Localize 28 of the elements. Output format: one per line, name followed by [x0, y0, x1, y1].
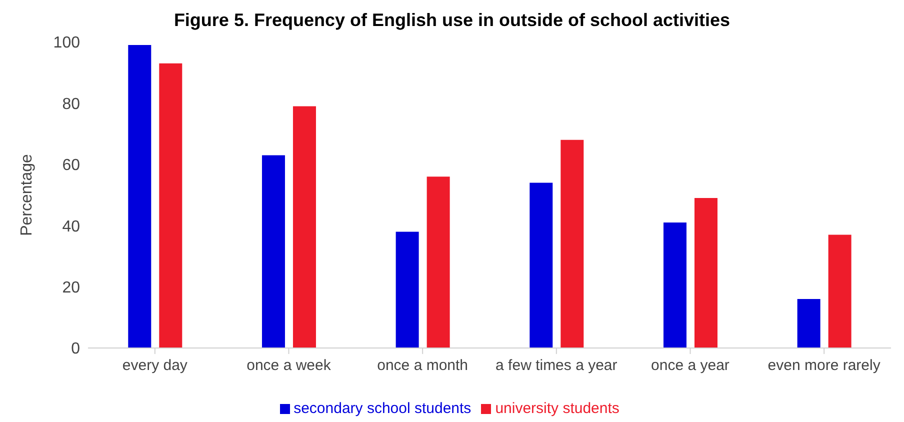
x-tick-label: a few times a year — [496, 357, 618, 374]
bar — [797, 299, 820, 348]
x-tick-label: every day — [122, 357, 188, 374]
bar — [292, 106, 316, 348]
bar — [530, 182, 553, 348]
legend-label: university students — [495, 400, 620, 417]
bar — [694, 198, 718, 348]
bar — [560, 140, 584, 348]
bar — [396, 232, 419, 348]
bar — [128, 45, 152, 348]
y-tick-label: 80 — [62, 96, 80, 113]
x-tick-label: once a week — [246, 357, 332, 374]
bar — [828, 234, 852, 348]
y-tick-label: 100 — [53, 34, 80, 52]
y-tick-label: 60 — [62, 157, 80, 174]
bar — [159, 63, 182, 348]
y-tick-label: 40 — [62, 218, 80, 236]
legend-label: secondary school students — [294, 400, 472, 417]
chart-title: Figure 5. Frequency of English use in outside of school activities — [172, 9, 732, 32]
y-tick-label: 20 — [62, 279, 80, 296]
bar — [262, 155, 285, 348]
bar — [663, 222, 686, 348]
x-tick-label: once a month — [377, 357, 468, 374]
y-tick-label: 0 — [71, 340, 80, 358]
x-tick-label: even more rarely — [768, 357, 881, 374]
bar — [426, 176, 450, 348]
x-tick-label: once a year — [651, 357, 730, 374]
y-axis-title: Percentage — [18, 154, 36, 236]
